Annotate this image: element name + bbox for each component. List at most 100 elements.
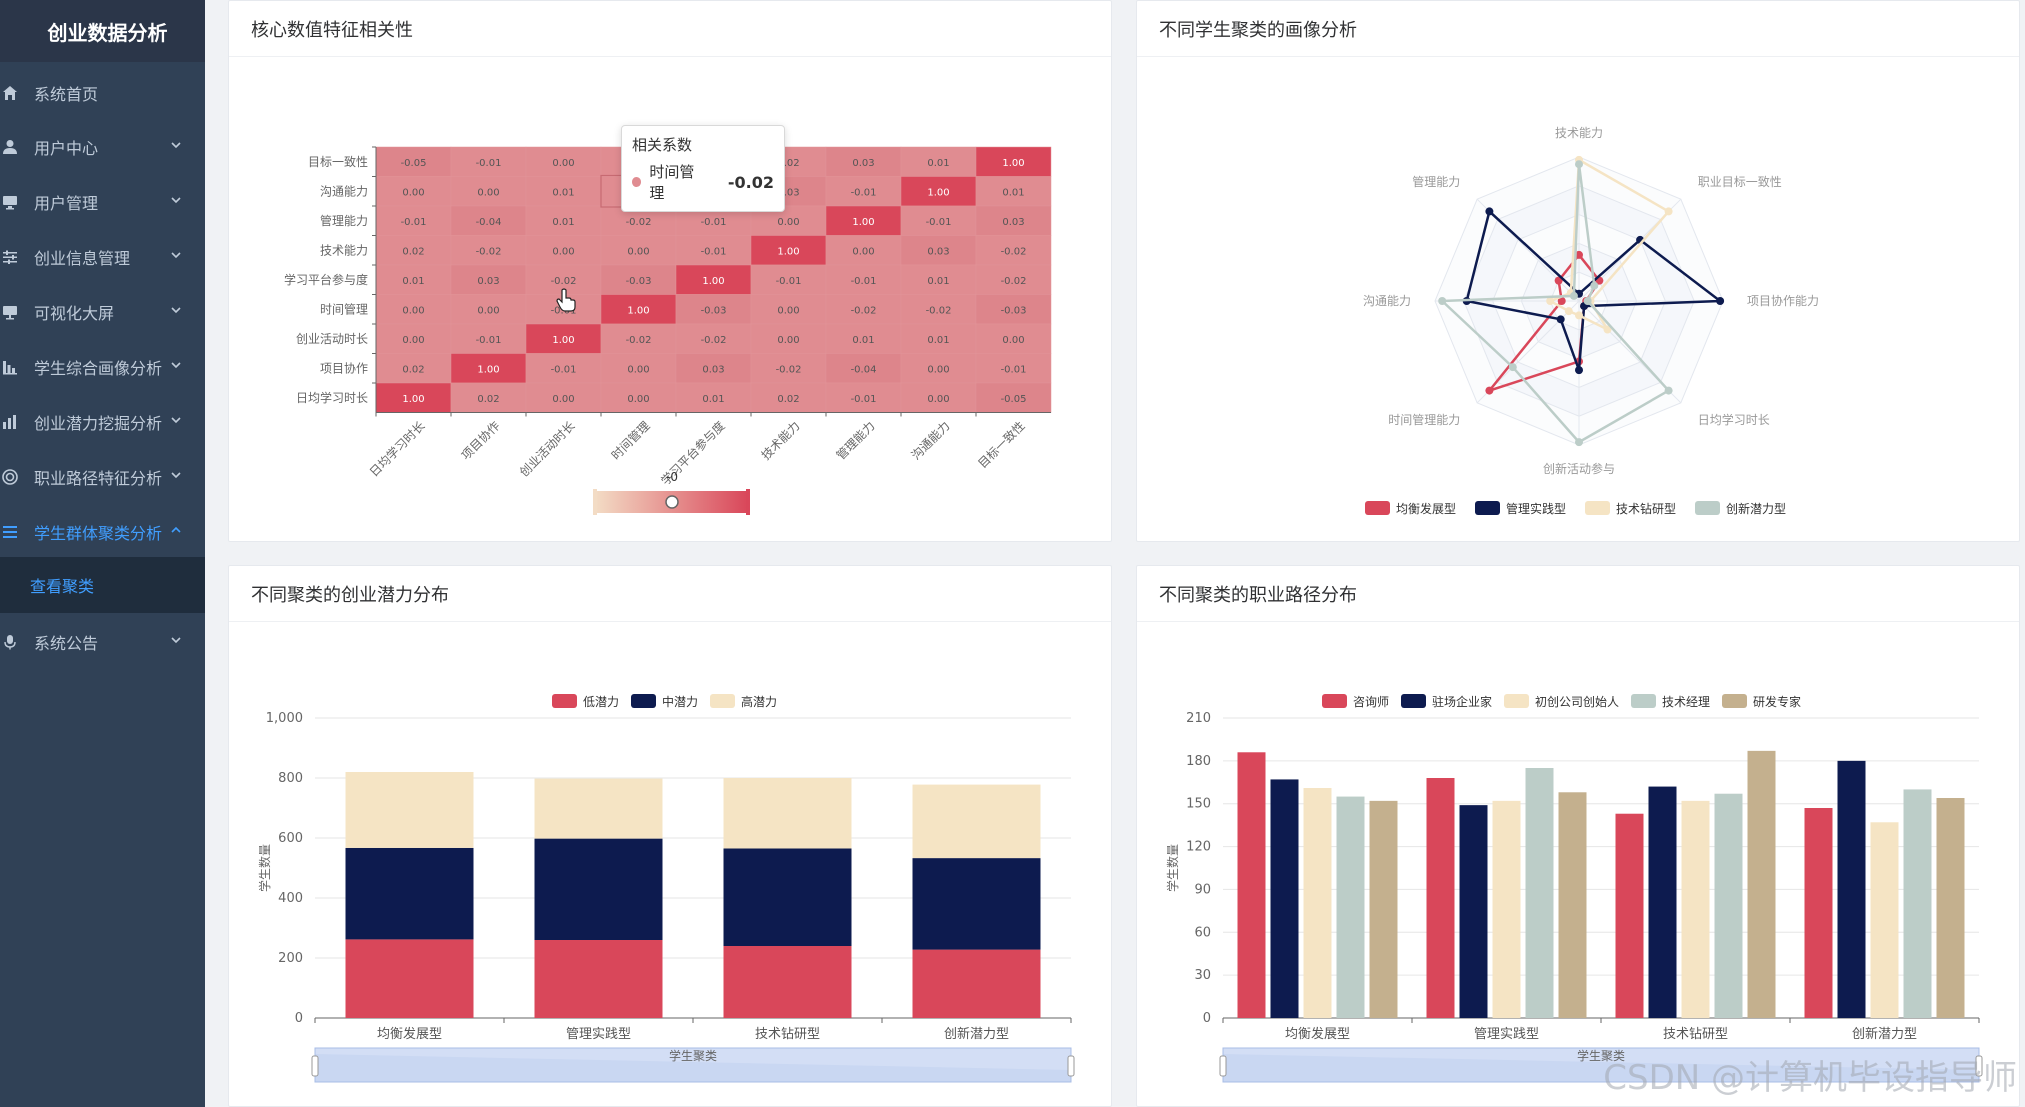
heatmap-cell[interactable] [600, 264, 677, 295]
radar-point[interactable] [1575, 366, 1583, 375]
heatmap-cell[interactable] [900, 264, 977, 295]
sidebar-item-8[interactable]: 学生群体聚类分析 [0, 504, 205, 559]
heatmap-cell[interactable] [675, 294, 752, 325]
bar[interactable] [1459, 805, 1488, 1018]
bar[interactable] [1903, 789, 1932, 1018]
heatmap-cell[interactable] [900, 146, 977, 177]
bar-segment[interactable] [723, 778, 852, 849]
heatmap-cell[interactable] [900, 176, 977, 207]
bar-legend-swatch[interactable] [1504, 694, 1529, 708]
bar[interactable] [1369, 800, 1398, 1018]
heatmap-cell[interactable] [450, 176, 527, 207]
bar-segment[interactable] [912, 784, 1041, 859]
heatmap-cell[interactable] [975, 382, 1052, 413]
bar[interactable] [1336, 796, 1365, 1018]
heatmap-cell[interactable] [675, 382, 752, 413]
radar-point[interactable] [1569, 291, 1578, 300]
submenu-view-clusters[interactable]: 查看聚类 [0, 557, 205, 613]
bar[interactable] [1615, 813, 1644, 1018]
radar-point[interactable] [1485, 207, 1494, 216]
sidebar-item-6[interactable]: 创业潜力挖掘分析 [0, 394, 205, 449]
bar-segment[interactable] [912, 858, 1041, 950]
heatmap-cell[interactable] [375, 323, 452, 354]
bar-segment[interactable] [723, 848, 852, 947]
heatmap-cell[interactable] [525, 353, 602, 384]
sidebar-item-7[interactable]: 职业路径特征分析 [0, 449, 205, 504]
heatmap-cell[interactable] [900, 205, 977, 236]
heatmap-cell[interactable] [675, 323, 752, 354]
heatmap-cell[interactable] [750, 323, 827, 354]
heatmap-cell[interactable] [375, 353, 452, 384]
bar[interactable] [1714, 793, 1743, 1018]
radar-legend-swatch[interactable] [1475, 501, 1500, 515]
bar[interactable] [1525, 768, 1554, 1018]
bar-legend-swatch[interactable] [552, 694, 577, 708]
heatmap-cell[interactable] [750, 235, 827, 266]
heatmap-cell[interactable] [975, 235, 1052, 266]
data-zoom-handle-right[interactable] [1975, 1055, 1983, 1077]
bar-segment[interactable] [345, 772, 474, 848]
radar-point[interactable] [1575, 250, 1583, 259]
radar-legend-swatch[interactable] [1365, 501, 1390, 515]
bar-segment[interactable] [723, 946, 852, 1018]
heatmap-cell[interactable] [375, 176, 452, 207]
heatmap-cell[interactable] [675, 235, 752, 266]
heatmap-cell[interactable] [450, 264, 527, 295]
bar-segment[interactable] [534, 838, 663, 940]
radar-point[interactable] [1438, 297, 1447, 305]
heatmap-cell[interactable] [975, 323, 1052, 354]
heatmap-cell[interactable] [975, 146, 1052, 177]
heatmap-cell[interactable] [750, 264, 827, 295]
heatmap-cell[interactable] [750, 382, 827, 413]
radar-point[interactable] [1664, 207, 1673, 216]
heatmap-cell[interactable] [900, 353, 977, 384]
radar-point[interactable] [1575, 438, 1583, 447]
radar-point[interactable] [1485, 386, 1494, 395]
heatmap-cell[interactable] [900, 294, 977, 325]
bar[interactable] [1303, 788, 1332, 1018]
heatmap-cell[interactable] [750, 353, 827, 384]
heatmap-cell[interactable] [975, 205, 1052, 236]
heatmap-cell[interactable] [450, 353, 527, 384]
radar-point[interactable] [1603, 325, 1612, 334]
heatmap-cell[interactable] [450, 235, 527, 266]
bar[interactable] [1804, 808, 1833, 1018]
radar-point[interactable] [1556, 315, 1565, 324]
sidebar-item-1[interactable]: 用户中心 [0, 119, 205, 174]
data-zoom-handle-left[interactable] [311, 1055, 319, 1077]
bar-legend-swatch[interactable] [710, 694, 735, 708]
visual-map-indicator[interactable] [665, 495, 679, 509]
bar[interactable] [1936, 798, 1965, 1018]
bar[interactable] [1492, 800, 1521, 1018]
heatmap-cell[interactable] [825, 382, 902, 413]
bar-segment[interactable] [534, 940, 663, 1018]
radar-legend-swatch[interactable] [1585, 501, 1610, 515]
data-zoom-handle-left[interactable] [1219, 1055, 1227, 1077]
heatmap-cell[interactable] [600, 323, 677, 354]
heatmap-chart[interactable]: -0.05 -0.01 0.00 -0.01 -0.01 0.02 0.03 0.01 1.00… [229, 1, 1113, 543]
sidebar-item-2[interactable]: 用户管理 [0, 174, 205, 229]
heatmap-cell[interactable] [450, 146, 527, 177]
radar-legend-swatch[interactable] [1695, 501, 1720, 515]
bar-legend-swatch[interactable] [631, 694, 656, 708]
bar[interactable] [1237, 752, 1266, 1018]
bar[interactable] [1747, 750, 1776, 1018]
heatmap-cell[interactable] [525, 235, 602, 266]
radar-point[interactable] [1575, 160, 1583, 169]
radar-chart[interactable]: 技术能力职业目标一致性项目协作能力日均学习时长创新活动参与时间管理能力沟通能力管… [1137, 1, 2021, 543]
heatmap-cell[interactable] [600, 235, 677, 266]
heatmap-cell[interactable] [450, 294, 527, 325]
sidebar-item-3[interactable]: 创业信息管理 [0, 229, 205, 284]
bar[interactable] [1270, 779, 1299, 1018]
bar[interactable] [1426, 778, 1455, 1018]
radar-point[interactable] [1716, 297, 1725, 305]
bar-legend-swatch[interactable] [1722, 694, 1747, 708]
data-zoom-handle-right[interactable] [1067, 1055, 1075, 1077]
heatmap-cell[interactable] [900, 235, 977, 266]
radar-point[interactable] [1564, 307, 1573, 316]
heatmap-cell[interactable] [825, 235, 902, 266]
heatmap-cell[interactable] [525, 176, 602, 207]
bar-segment[interactable] [345, 939, 474, 1018]
